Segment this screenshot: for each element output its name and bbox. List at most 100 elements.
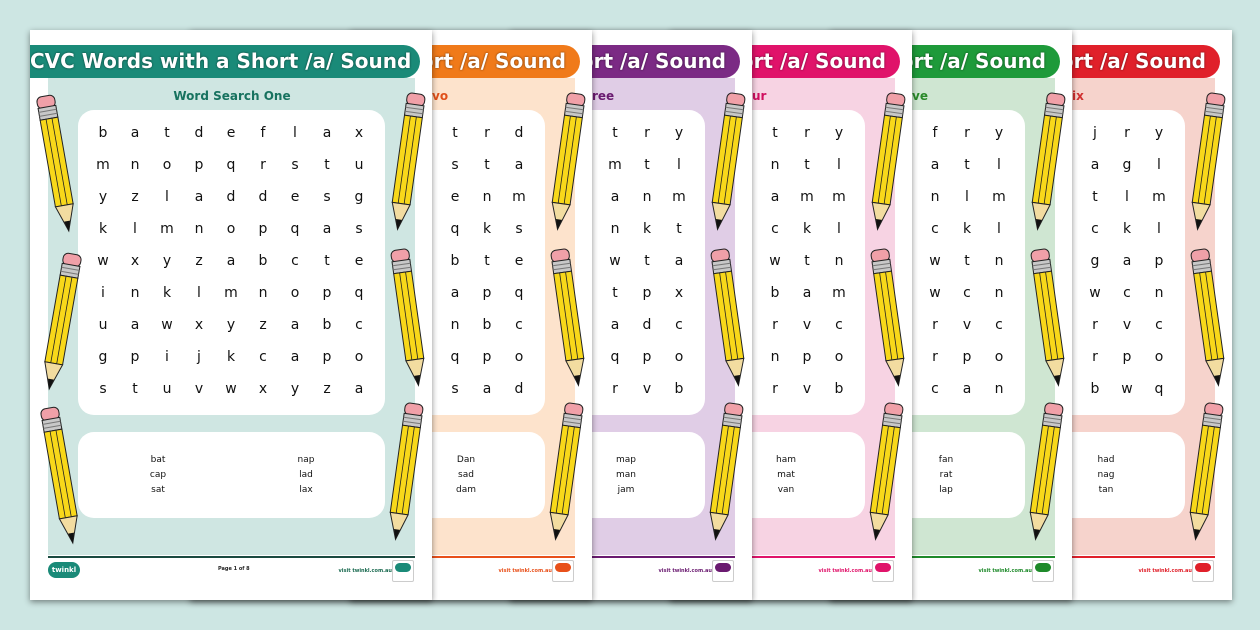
worksheet-subtitle: vo — [432, 89, 449, 103]
grid-letter: r — [932, 349, 938, 365]
grid-letter: t — [164, 125, 170, 141]
grid-letter: e — [514, 253, 524, 269]
footer-url: visit twinkl.com.au — [498, 568, 552, 574]
grid-letter: y — [834, 125, 844, 141]
worksheet-page: CVC Words with a Short /a/ Sound Word Sea… — [30, 30, 432, 600]
pencil-icon — [1026, 91, 1067, 233]
pencil-icon — [38, 405, 84, 547]
pencil-icon — [386, 91, 427, 233]
grid-letter: v — [1122, 317, 1132, 333]
grid-letter: t — [964, 253, 970, 269]
grid-letter: t — [132, 381, 138, 397]
grid-letter: y — [162, 253, 172, 269]
grid-letter: w — [769, 253, 781, 269]
footer-divider — [48, 556, 415, 558]
grid-letter: r — [804, 125, 810, 141]
grid-letter: m — [96, 157, 110, 173]
grid-letter: j — [197, 349, 201, 365]
grid-letter: o — [514, 349, 524, 365]
word-list-item: tan — [1098, 485, 1114, 495]
grid-letter: a — [1122, 253, 1132, 269]
page-number: Page 1 of 8 — [218, 566, 250, 572]
grid-letter: b — [770, 285, 780, 301]
quality-badge-icon — [1192, 560, 1214, 582]
grid-letter: n — [642, 189, 652, 205]
grid-letter: p — [322, 285, 332, 301]
grid-letter: m — [512, 189, 526, 205]
pencil-icon — [1188, 247, 1229, 389]
worksheet-subtitle: ix — [1072, 89, 1084, 103]
footer-url: visit twinkl.com.au — [1138, 568, 1192, 574]
grid-letter: m — [832, 285, 846, 301]
grid-letter: r — [964, 125, 970, 141]
grid-letter: n — [770, 157, 780, 173]
grid-letter: p — [482, 285, 492, 301]
grid-letter: q — [226, 157, 236, 173]
grid-letter: n — [130, 285, 140, 301]
grid-letter: g — [1090, 253, 1100, 269]
grid-letter: e — [290, 189, 300, 205]
grid-letter: d — [226, 189, 236, 205]
grid-letter: a — [130, 125, 140, 141]
grid-letter: y — [290, 381, 300, 397]
grid-letter: o — [1154, 349, 1164, 365]
grid-letter: m — [672, 189, 686, 205]
grid-letter: k — [962, 221, 972, 237]
grid-letter: z — [131, 189, 139, 205]
grid-letter: t — [612, 285, 618, 301]
grid-letter: n — [994, 381, 1004, 397]
grid-letter: n — [258, 285, 268, 301]
grid-letter: g — [98, 349, 108, 365]
grid-letter: n — [194, 221, 204, 237]
word-list-item: cap — [149, 470, 167, 480]
grid-letter: p — [642, 285, 652, 301]
grid-letter: r — [772, 317, 778, 333]
grid-letter: c — [1155, 317, 1163, 333]
grid-letter: l — [293, 125, 297, 141]
footer-url: visit twinkl.com.au — [338, 568, 392, 574]
grid-letter: a — [1090, 157, 1100, 173]
word-list-item: Dan — [456, 455, 476, 465]
grid-letter: u — [162, 381, 172, 397]
footer-url: visit twinkl.com.au — [978, 568, 1032, 574]
grid-letter: c — [931, 221, 939, 237]
grid-letter: r — [484, 125, 490, 141]
grid-letter: a — [290, 317, 300, 333]
word-list-item: dam — [456, 485, 476, 495]
grid-letter: p — [642, 349, 652, 365]
worksheet-title: CVC Words with a Short /a/ Sound — [30, 45, 420, 78]
grid-letter: s — [355, 221, 363, 237]
grid-letter: n — [482, 189, 492, 205]
grid-letter: c — [355, 317, 363, 333]
grid-letter: k — [1122, 221, 1132, 237]
grid-letter: l — [997, 157, 1001, 173]
pencil-icon — [34, 93, 80, 235]
grid-letter: w — [97, 253, 109, 269]
pencil-icon — [866, 91, 907, 233]
grid-letter: c — [1123, 285, 1131, 301]
word-list-item: sad — [458, 470, 474, 480]
grid-letter: t — [484, 253, 490, 269]
grid-letter: t — [804, 253, 810, 269]
grid-letter: s — [291, 157, 299, 173]
grid-letter: e — [226, 125, 236, 141]
grid-letter: p — [322, 349, 332, 365]
grid-letter: b — [450, 253, 460, 269]
grid-letter: l — [677, 157, 681, 173]
grid-letter: o — [674, 349, 684, 365]
grid-letter: i — [165, 349, 169, 365]
grid-letter: t — [772, 125, 778, 141]
grid-letter: o — [994, 349, 1004, 365]
grid-letter: y — [1154, 125, 1164, 141]
word-list-item: rat — [939, 470, 953, 480]
grid-letter: s — [451, 381, 459, 397]
grid-letter: l — [133, 221, 137, 237]
grid-letter: b — [98, 125, 108, 141]
grid-letter: k — [226, 349, 236, 365]
worksheet-subtitle: ree — [592, 89, 615, 103]
grid-letter: v — [802, 381, 812, 397]
grid-letter: z — [323, 381, 331, 397]
grid-letter: b — [674, 381, 684, 397]
grid-letter: w — [929, 285, 941, 301]
grid-letter: p — [1154, 253, 1164, 269]
